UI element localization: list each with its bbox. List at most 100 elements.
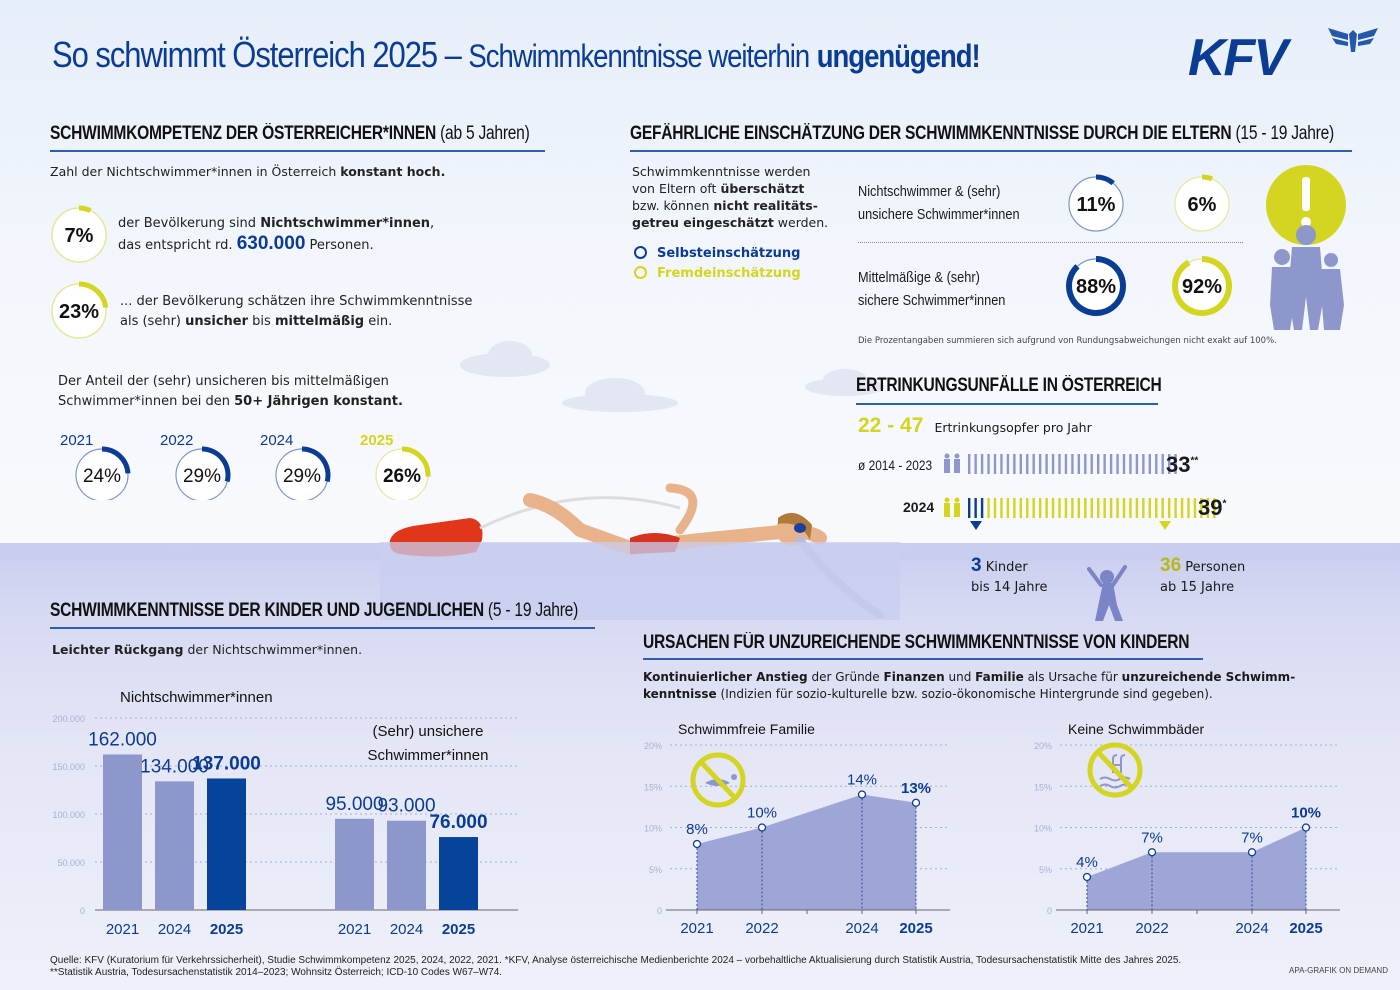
ring-unsure: 23%: [51, 281, 109, 339]
bar-value-label: 137.000: [192, 753, 261, 774]
swimmer-head: [731, 774, 737, 780]
row1-label-1: Nichtschwimmer & (sehr): [858, 183, 1001, 200]
source-footer: Quelle: KFV (Kuratorium für Verkehrssich…: [50, 955, 1181, 979]
parents-desc: Schwimmkenntnisse werden von Eltern oft …: [632, 163, 832, 231]
year-label: 2022: [160, 432, 193, 449]
ring-arc: [1201, 174, 1213, 182]
tally-adult-mark: [1051, 498, 1055, 518]
stat2-e: ein.: [368, 314, 393, 329]
logo-text: KFV: [1188, 29, 1288, 87]
year-ring-value: 29%: [183, 466, 221, 487]
tally-adult-mark: [1058, 498, 1061, 518]
tally-avg-mark: [987, 454, 990, 474]
kids-bar-chart: 0 50.000 100.000 150.000 200.000 Nichtschwimm…: [52, 689, 518, 938]
kids-sub-text: der Nichtschwimmer*innen.: [187, 642, 363, 657]
causes-t7: kenntnisse: [643, 687, 717, 701]
bar: [387, 820, 426, 910]
desc-4: nicht realitäts-: [713, 198, 818, 213]
tally-adult-mark: [1013, 498, 1016, 518]
year-label: 2025: [360, 432, 393, 449]
y-tick-label: 15%: [644, 782, 662, 792]
x-tick-label: 2024: [158, 921, 191, 938]
stat2-d: mittelmäßig: [274, 314, 365, 329]
legend-self-icon: [634, 246, 647, 259]
parents-heading: GEFÄHRLICHE EINSCHÄTZUNG DER SCHWIMMKENN…: [630, 123, 1334, 145]
children-pointer-icon: [970, 521, 982, 530]
y-tick-label: 150.000: [52, 762, 85, 772]
tally-avg-mark: [974, 454, 977, 474]
tally-avg-mark: [1038, 454, 1042, 474]
children-stat: 3 Kinder bis 14 Jahre: [971, 556, 1048, 598]
drowning-tally: [944, 453, 1216, 530]
causes-t2: Finanzen: [883, 670, 945, 684]
area-fill: [697, 794, 916, 910]
bar-value-label: 76.000: [429, 812, 487, 833]
y-tick-label: 0: [80, 906, 85, 916]
tally-avg-mark: [1013, 454, 1016, 474]
prohibition-circle: [690, 752, 746, 808]
prohibition-bar: [699, 760, 737, 800]
tally-avg-mark: [1058, 454, 1061, 474]
bar-value-label: 162.000: [88, 729, 157, 750]
tally-adult-mark: [1122, 498, 1126, 518]
y-tick-label: 5%: [649, 865, 662, 875]
tally-adult-mark: [1155, 498, 1158, 518]
year-ring-2022: 2022 29%: [160, 432, 231, 502]
ring-other-nonswimmer: 6%: [1174, 174, 1230, 232]
row1-label-2: unsichere Schwimmer*innen: [858, 206, 1020, 223]
swimmer-illustration: [380, 483, 900, 620]
tally-adult-mark: [1097, 498, 1100, 518]
causes-t8: (Indizien für sozio-kulturelle bzw. sozi…: [720, 687, 1213, 701]
y-tick-label: 15%: [1034, 782, 1052, 792]
age-text-2a: Schwimmer*innen bei den: [58, 394, 230, 409]
year-ring-2025: 2025 26%: [360, 432, 431, 502]
tally-child-mark: [980, 498, 984, 518]
tally-avg-mark: [1148, 454, 1151, 474]
data-label: 8%: [686, 821, 708, 838]
tally-avg-mark: [1051, 454, 1055, 474]
data-label: 10%: [1291, 805, 1321, 822]
ring-value: 7%: [65, 225, 94, 247]
row1-label: Nichtschwimmer & (sehr) unsichere Schwim…: [858, 180, 1020, 226]
family-warning-icon: [1266, 165, 1346, 330]
ring-arc: [1095, 174, 1115, 186]
title-main: So schwimmt Österreich 2025 –: [52, 34, 462, 75]
tally-avg-mark: [1161, 454, 1164, 474]
legend-other-label: Fremdeinschätzung: [657, 266, 801, 281]
y2024-label: 2024: [903, 499, 935, 515]
x-tick-label: 2024: [1235, 920, 1268, 937]
causes-t1: der Gründe: [811, 670, 880, 684]
year-rings: 2021 24% 2022 29% 2024 29% 2025 26%: [60, 430, 480, 502]
tally-child-mark: [974, 498, 977, 518]
eagle-icon: [1328, 28, 1378, 52]
ring-other-swimmer: 92%: [1172, 256, 1232, 316]
data-point: [692, 839, 702, 849]
tally-avg-mark: [1045, 454, 1048, 474]
desc-0: Schwimmkenntnisse werden: [632, 164, 811, 179]
tally-avg-mark: [1155, 454, 1158, 474]
kids-rule: [50, 627, 595, 629]
x-tick-label: 2022: [1135, 920, 1168, 937]
tally-avg-mark: [980, 454, 984, 474]
tally-avg-mark: [1097, 454, 1100, 474]
ring-nonswimmers: 7%: [51, 205, 107, 263]
avg-value: 33**: [1166, 452, 1198, 478]
tally-adult-mark: [1077, 498, 1081, 518]
area-fill: [1087, 827, 1306, 910]
row2-label: Mittelmäßige & (sehr) sichere Schwimmer*…: [858, 266, 1005, 312]
prohibition-bar: [1096, 750, 1134, 790]
y-tick-label: 50.000: [57, 858, 85, 868]
x-tick-label: 2024: [845, 920, 878, 937]
tally-avg-mark: [1129, 454, 1132, 474]
desc-3: bzw. können: [632, 198, 710, 213]
x-tick-label: 2025: [899, 920, 932, 937]
family-area-chart: Schwimmfreie Familie 0 5% 10% 15% 20% 2021 2022…: [644, 721, 950, 937]
group2-title-1: (Sehr) unsichere: [373, 723, 484, 740]
ring-value: 11%: [1077, 194, 1116, 216]
group2-title-2: Schwimmer*innen: [368, 747, 489, 764]
tally-adult-mark: [1064, 498, 1068, 518]
ring-arc: [78, 205, 92, 213]
ladder-shape: [1112, 754, 1126, 773]
data-point: [857, 790, 867, 799]
woman-icon: [954, 453, 960, 473]
